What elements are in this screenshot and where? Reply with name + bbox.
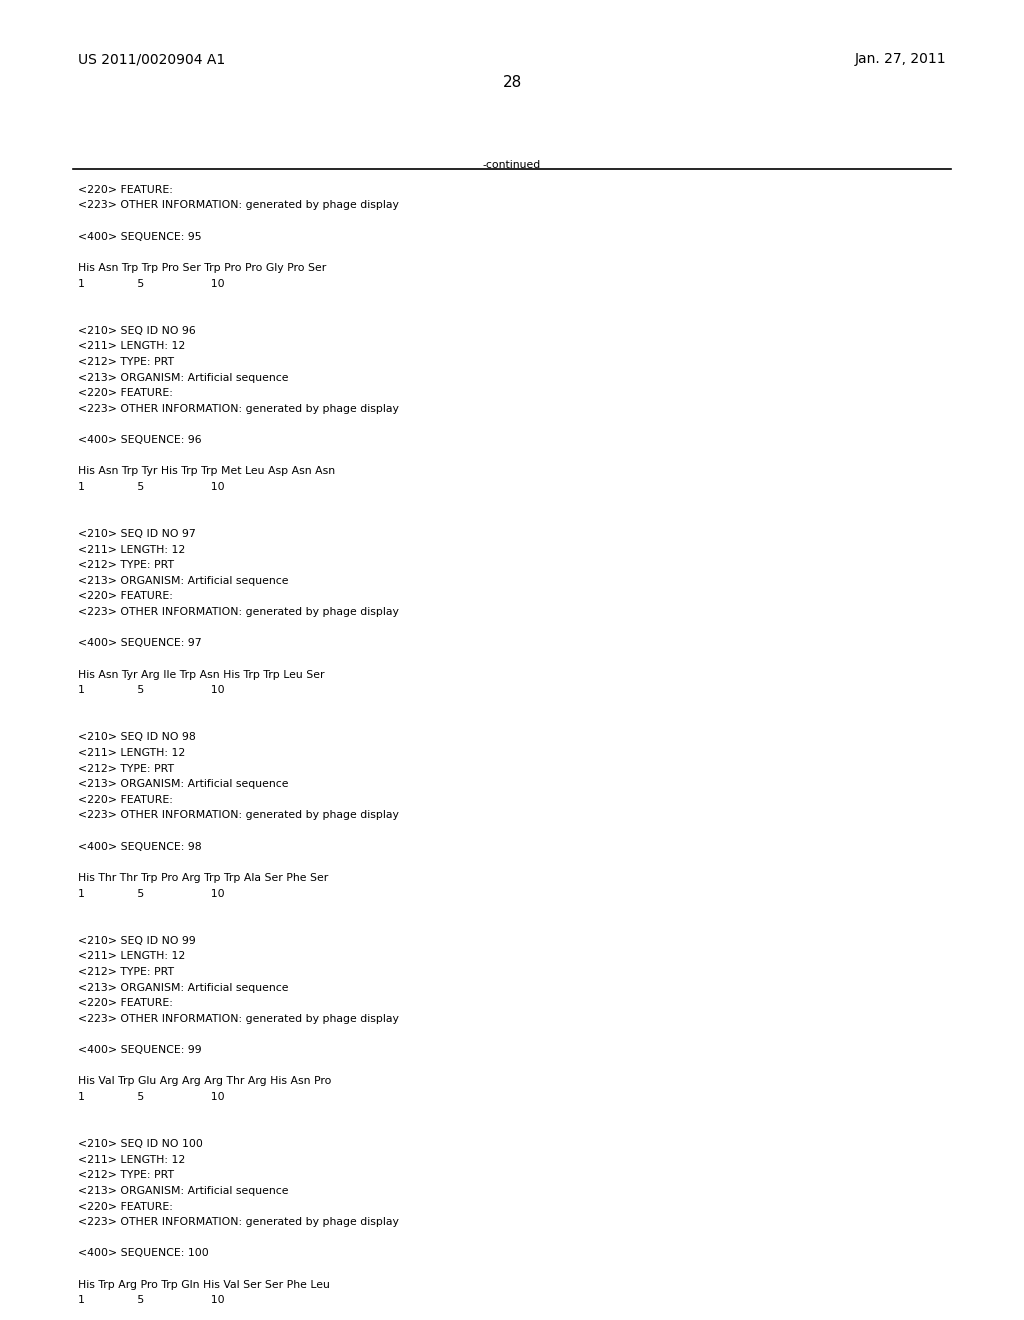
Text: <400> SEQUENCE: 99: <400> SEQUENCE: 99 [78, 1045, 202, 1055]
Text: <213> ORGANISM: Artificial sequence: <213> ORGANISM: Artificial sequence [78, 1185, 289, 1196]
Text: <220> FEATURE:: <220> FEATURE: [78, 388, 173, 399]
Text: <211> LENGTH: 12: <211> LENGTH: 12 [78, 545, 185, 554]
Text: <400> SEQUENCE: 98: <400> SEQUENCE: 98 [78, 842, 202, 851]
Text: <210> SEQ ID NO 100: <210> SEQ ID NO 100 [78, 1139, 203, 1148]
Text: <220> FEATURE:: <220> FEATURE: [78, 1201, 173, 1212]
Text: <212> TYPE: PRT: <212> TYPE: PRT [78, 356, 174, 367]
Text: US 2011/0020904 A1: US 2011/0020904 A1 [78, 51, 225, 66]
Text: Jan. 27, 2011: Jan. 27, 2011 [855, 51, 946, 66]
Text: <211> LENGTH: 12: <211> LENGTH: 12 [78, 342, 185, 351]
Text: <223> OTHER INFORMATION: generated by phage display: <223> OTHER INFORMATION: generated by ph… [78, 810, 398, 821]
Text: <210> SEQ ID NO 98: <210> SEQ ID NO 98 [78, 733, 196, 742]
Text: <211> LENGTH: 12: <211> LENGTH: 12 [78, 748, 185, 758]
Text: 1               5                   10: 1 5 10 [78, 482, 224, 492]
Text: <212> TYPE: PRT: <212> TYPE: PRT [78, 1171, 174, 1180]
Text: His Val Trp Glu Arg Arg Arg Thr Arg His Asn Pro: His Val Trp Glu Arg Arg Arg Thr Arg His … [78, 1076, 331, 1086]
Text: 1               5                   10: 1 5 10 [78, 1295, 224, 1305]
Text: His Asn Tyr Arg Ile Trp Asn His Trp Trp Leu Ser: His Asn Tyr Arg Ile Trp Asn His Trp Trp … [78, 669, 325, 680]
Text: <210> SEQ ID NO 99: <210> SEQ ID NO 99 [78, 936, 196, 945]
Text: 1               5                   10: 1 5 10 [78, 279, 224, 289]
Text: <211> LENGTH: 12: <211> LENGTH: 12 [78, 952, 185, 961]
Text: <223> OTHER INFORMATION: generated by phage display: <223> OTHER INFORMATION: generated by ph… [78, 201, 398, 210]
Text: <220> FEATURE:: <220> FEATURE: [78, 185, 173, 195]
Text: <223> OTHER INFORMATION: generated by phage display: <223> OTHER INFORMATION: generated by ph… [78, 404, 398, 413]
Text: <223> OTHER INFORMATION: generated by phage display: <223> OTHER INFORMATION: generated by ph… [78, 607, 398, 618]
Text: <213> ORGANISM: Artificial sequence: <213> ORGANISM: Artificial sequence [78, 982, 289, 993]
Text: <220> FEATURE:: <220> FEATURE: [78, 998, 173, 1008]
Text: <400> SEQUENCE: 100: <400> SEQUENCE: 100 [78, 1249, 209, 1258]
Text: <213> ORGANISM: Artificial sequence: <213> ORGANISM: Artificial sequence [78, 779, 289, 789]
Text: His Asn Trp Tyr His Trp Trp Met Leu Asp Asn Asn: His Asn Trp Tyr His Trp Trp Met Leu Asp … [78, 466, 335, 477]
Text: 1               5                   10: 1 5 10 [78, 888, 224, 899]
Text: 1               5                   10: 1 5 10 [78, 1092, 224, 1102]
Text: <211> LENGTH: 12: <211> LENGTH: 12 [78, 1155, 185, 1164]
Text: 28: 28 [503, 74, 521, 90]
Text: 1               5                   10: 1 5 10 [78, 685, 224, 696]
Text: <213> ORGANISM: Artificial sequence: <213> ORGANISM: Artificial sequence [78, 372, 289, 383]
Text: <212> TYPE: PRT: <212> TYPE: PRT [78, 560, 174, 570]
Text: -continued: -continued [483, 161, 541, 170]
Text: <220> FEATURE:: <220> FEATURE: [78, 795, 173, 805]
Text: <213> ORGANISM: Artificial sequence: <213> ORGANISM: Artificial sequence [78, 576, 289, 586]
Text: <220> FEATURE:: <220> FEATURE: [78, 591, 173, 602]
Text: <223> OTHER INFORMATION: generated by phage display: <223> OTHER INFORMATION: generated by ph… [78, 1014, 398, 1024]
Text: <210> SEQ ID NO 96: <210> SEQ ID NO 96 [78, 326, 196, 335]
Text: <212> TYPE: PRT: <212> TYPE: PRT [78, 968, 174, 977]
Text: <210> SEQ ID NO 97: <210> SEQ ID NO 97 [78, 529, 196, 539]
Text: <400> SEQUENCE: 97: <400> SEQUENCE: 97 [78, 639, 202, 648]
Text: His Trp Arg Pro Trp Gln His Val Ser Ser Phe Leu: His Trp Arg Pro Trp Gln His Val Ser Ser … [78, 1280, 330, 1290]
Text: <223> OTHER INFORMATION: generated by phage display: <223> OTHER INFORMATION: generated by ph… [78, 1217, 398, 1228]
Text: <400> SEQUENCE: 95: <400> SEQUENCE: 95 [78, 232, 202, 242]
Text: <212> TYPE: PRT: <212> TYPE: PRT [78, 763, 174, 774]
Text: His Asn Trp Trp Pro Ser Trp Pro Pro Gly Pro Ser: His Asn Trp Trp Pro Ser Trp Pro Pro Gly … [78, 263, 326, 273]
Text: His Thr Thr Trp Pro Arg Trp Trp Ala Ser Phe Ser: His Thr Thr Trp Pro Arg Trp Trp Ala Ser … [78, 873, 328, 883]
Text: <400> SEQUENCE: 96: <400> SEQUENCE: 96 [78, 436, 202, 445]
